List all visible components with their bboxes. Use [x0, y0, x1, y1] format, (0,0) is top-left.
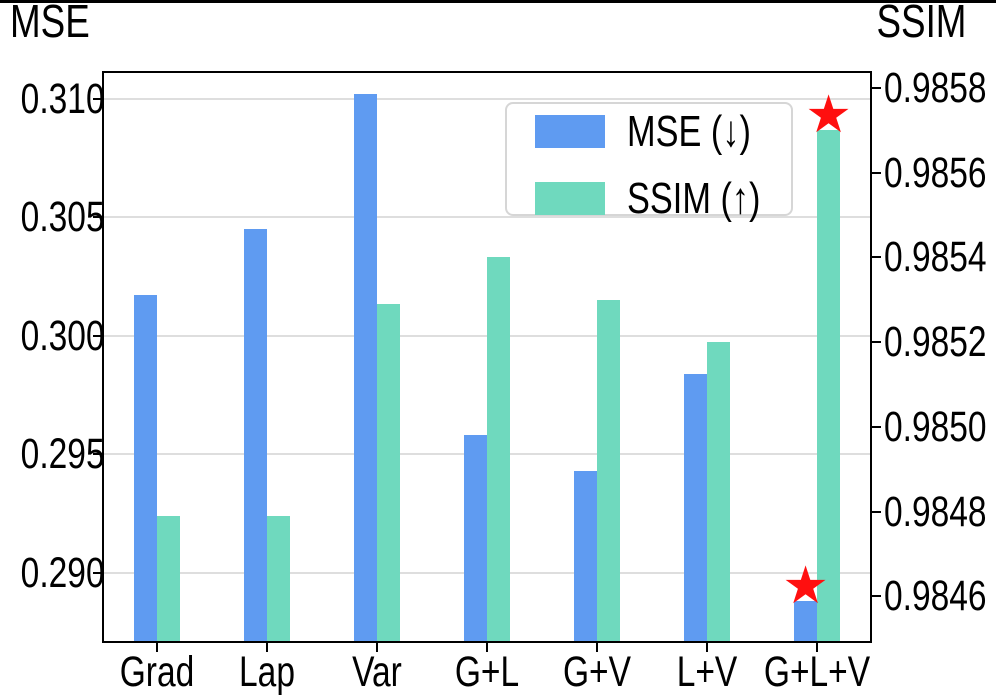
- star-marker-ssim: ★: [805, 86, 852, 145]
- right-tick-mark: [872, 595, 881, 598]
- legend-label-ssim: SSIM (↑): [627, 174, 761, 223]
- left-axis-tick-label: 0.300: [20, 311, 105, 360]
- x-axis-tick-label: Grad: [119, 648, 195, 696]
- left-tick-mark: [93, 453, 102, 456]
- bar-mse-l-v: [684, 373, 707, 643]
- legend-swatch-mse: [535, 115, 605, 148]
- right-axis-tick-label: 0.9852: [884, 318, 987, 367]
- right-tick-mark: [872, 171, 881, 174]
- x-axis-tick-label: Lap: [239, 648, 295, 696]
- top-spine: [102, 71, 872, 73]
- right-axis-tick-label: 0.9858: [884, 63, 987, 112]
- left-tick-mark: [93, 97, 102, 100]
- right-axis-tick-label: 0.9854: [884, 233, 987, 282]
- x-tick-mark: [486, 643, 488, 652]
- x-axis-tick-label: G+L: [454, 648, 520, 696]
- right-tick-mark: [872, 86, 881, 89]
- x-axis-tick-label: G+V: [562, 648, 632, 696]
- left-axis-tick-label: 0.305: [20, 193, 105, 242]
- left-axis-tick-label: 0.295: [20, 430, 105, 479]
- bar-mse-grad: [134, 295, 157, 643]
- bar-ssim-g-l: [487, 257, 510, 643]
- right-axis-tick-label: 0.9856: [884, 148, 987, 197]
- right-axis-tick-label: 0.9848: [884, 487, 987, 536]
- left-spine: [102, 71, 104, 643]
- left-tick-mark: [93, 334, 102, 337]
- x-axis-tick-label: Var: [352, 648, 402, 696]
- gridline: [102, 216, 872, 219]
- x-tick-mark: [706, 643, 708, 652]
- bar-ssim-lap: [267, 515, 290, 643]
- bar-mse-g-v: [574, 470, 597, 643]
- legend: MSE (↓) SSIM (↑): [505, 102, 793, 223]
- left-axis-tick-label: 0.310: [20, 74, 105, 123]
- right-tick-mark: [872, 425, 881, 428]
- x-tick-mark: [816, 643, 818, 652]
- right-axis-tick-label: 0.9850: [884, 402, 987, 451]
- legend-item-ssim: SSIM (↑): [535, 174, 791, 223]
- gridline: [102, 97, 872, 100]
- bar-ssim-grad: [157, 515, 180, 643]
- bar-ssim-l-v: [707, 342, 730, 643]
- left-axis-title: MSE: [10, 0, 90, 47]
- figure-top-border: [0, 0, 996, 3]
- left-tick-mark: [93, 572, 102, 574]
- x-tick-mark: [156, 643, 158, 652]
- right-tick-mark: [872, 510, 881, 513]
- bar-mse-lap: [244, 229, 267, 643]
- right-tick-mark: [872, 341, 881, 344]
- right-axis-title: SSIM: [876, 0, 966, 47]
- right-spine: [870, 71, 872, 643]
- star-marker-mse: ★: [782, 557, 829, 616]
- right-tick-mark: [872, 256, 881, 259]
- x-tick-mark: [376, 643, 378, 652]
- legend-swatch-ssim: [535, 182, 605, 215]
- bar-mse-var: [354, 93, 377, 643]
- bar-ssim-var: [377, 304, 400, 643]
- x-tick-mark: [266, 643, 268, 652]
- plot-area: MSE (↓) SSIM (↑) ★ ★: [102, 71, 872, 643]
- bottom-spine: [102, 641, 872, 643]
- bar-ssim-g-l-v: [817, 130, 840, 643]
- x-axis-tick-label: G+L+V: [763, 648, 871, 696]
- left-axis-tick-label: 0.290: [20, 549, 105, 597]
- bar-mse-g-l-v: [794, 601, 817, 643]
- bar-ssim-g-v: [597, 299, 620, 643]
- left-tick-mark: [93, 216, 102, 219]
- x-tick-mark: [596, 643, 598, 652]
- x-axis-tick-label: L+V: [676, 648, 738, 696]
- bar-mse-g-l: [464, 435, 487, 643]
- legend-label-mse: MSE (↓): [627, 107, 751, 156]
- legend-item-mse: MSE (↓): [535, 107, 791, 156]
- right-axis-tick-label: 0.9846: [884, 572, 987, 621]
